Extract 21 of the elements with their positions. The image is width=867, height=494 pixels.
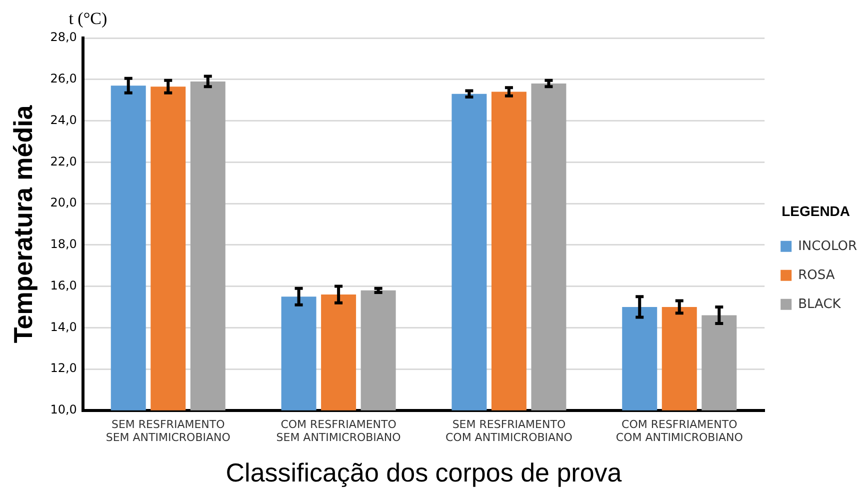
y-tick-label: 22,0 bbox=[50, 154, 77, 168]
y-axis-title: Temperatura média bbox=[8, 104, 38, 344]
x-axis-title: Classificação dos corpos de prova bbox=[226, 458, 622, 488]
x-tick-label: SEM RESFRIAMENTO COM ANTIMICROBIANO bbox=[445, 418, 573, 444]
y-tick-label: 26,0 bbox=[50, 72, 77, 86]
legend-label: BLACK bbox=[798, 296, 842, 312]
legend-title: LEGENDA bbox=[782, 202, 850, 219]
legend-label: INCOLOR bbox=[798, 238, 858, 254]
y-tick-label: 24,0 bbox=[50, 112, 77, 127]
y-tick-label: 10,0 bbox=[50, 402, 77, 417]
legend-label: ROSA bbox=[798, 268, 835, 283]
y-tick-label: 18,0 bbox=[50, 237, 77, 252]
y-tick-label: 16,0 bbox=[50, 278, 77, 292]
y-tick-label: 14,0 bbox=[50, 320, 77, 334]
x-tick-label: COM RESFRIAMENTO COM ANTIMICROBIANO bbox=[616, 418, 744, 444]
y-tick-label: 20,0 bbox=[50, 196, 77, 210]
y-tick-label: 12,0 bbox=[50, 361, 77, 376]
x-tick-label: SEM RESFRIAMENTO SEM ANTIMICROBIANO bbox=[106, 418, 231, 444]
y-tick-label: 28,0 bbox=[50, 30, 77, 44]
x-tick-label: COM RESFRIAMENTO SEM ANTIMICROBIANO bbox=[276, 418, 402, 444]
text: t (°C) bbox=[68, 8, 108, 28]
